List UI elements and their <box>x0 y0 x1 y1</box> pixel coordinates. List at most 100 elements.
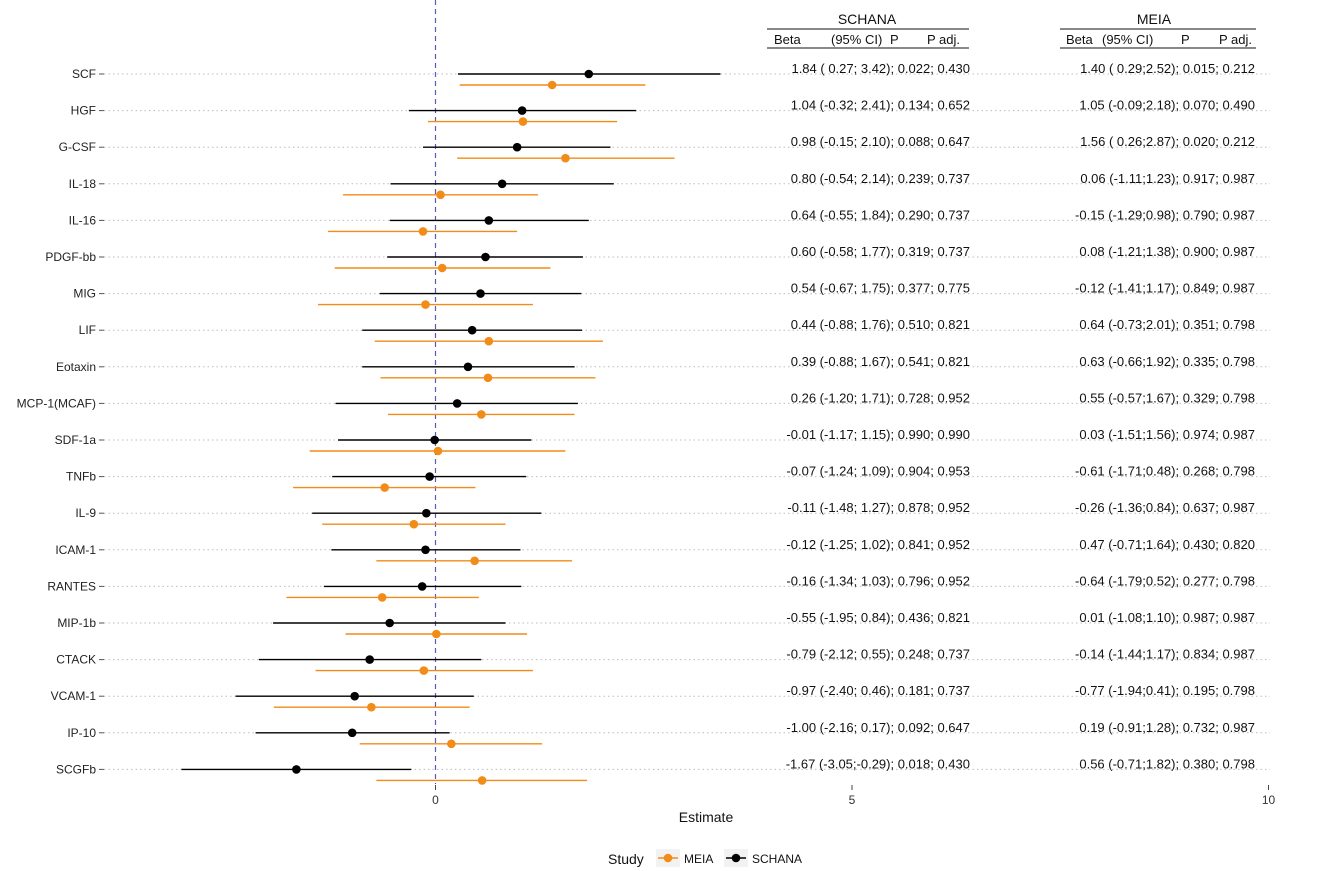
meia-stats-sdf-1a: 0.03 (-1.51;1.56); 0.974; 0.987 <box>1079 427 1255 442</box>
meia-stats-mcp-1-mcaf: 0.55 (-0.57;1.67); 0.329; 0.798 <box>1079 390 1255 405</box>
x-axis: 0 5 10 Estimate <box>432 785 1275 825</box>
table-header-meia-beta: Beta <box>1066 32 1094 47</box>
schana-stats-tnfb: -0.07 (-1.24; 1.09); 0.904; 0.953 <box>786 464 970 479</box>
marks-group <box>181 69 721 785</box>
schana-stats-ip-10: -1.00 (-2.16; 0.17); 0.092; 0.647 <box>786 720 970 735</box>
legend-label-meia: MEIA <box>684 852 713 866</box>
schana-point-g-csf <box>512 142 522 152</box>
schana-point-lif <box>467 325 477 335</box>
schana-point-ctack <box>365 655 374 664</box>
schana-point-hgf <box>517 106 527 115</box>
row-label-mig: MIG <box>73 287 96 301</box>
legend-label-schana: SCHANA <box>752 852 802 866</box>
meia-point-mcp-1-mcaf <box>477 410 486 419</box>
schana-stats-mip-1b: -0.55 (-1.95; 0.84); 0.436; 0.821 <box>786 610 970 625</box>
row-label-sdf-1a: SDF-1a <box>55 433 97 447</box>
row-label-rantes: RANTES <box>47 579 96 593</box>
schana-point-il-18 <box>497 179 507 189</box>
meia-stats-il-16: -0.15 (-1.29;0.98); 0.790; 0.987 <box>1075 207 1255 222</box>
table-header-schana-p-adj: P adj. <box>927 32 960 47</box>
row-label-il-18: IL-18 <box>69 177 97 191</box>
row-label-eotaxin: Eotaxin <box>56 360 96 374</box>
meia-point-ip-10 <box>447 739 456 749</box>
legend: Study MEIA SCHANA <box>608 849 802 867</box>
schana-stats-icam-1: -0.12 (-1.25; 1.02); 0.841; 0.952 <box>786 537 970 552</box>
meia-point-lif <box>484 336 494 346</box>
x-tick-label-0: 0 <box>432 793 439 807</box>
schana-stats-lif: 0.44 (-0.88; 1.76); 0.510; 0.821 <box>791 317 970 332</box>
schana-point-vcam-1 <box>350 691 359 701</box>
schana-stats-sdf-1a: -0.01 (-1.17; 1.15); 0.990; 0.990 <box>786 427 970 442</box>
schana-stats-scgfb: -1.67 (-3.05;-0.29); 0.018; 0.430 <box>786 756 970 771</box>
table-header-meia-p-adj: P adj. <box>1219 32 1252 47</box>
row-label-scgfb: SCGFb <box>56 762 96 776</box>
legend-title: Study <box>608 851 644 867</box>
schana-point-scgfb <box>292 765 301 774</box>
row-label-vcam-1: VCAM-1 <box>51 689 97 703</box>
meia-stats-mip-1b: 0.01 (-1.08;1.10); 0.987; 0.987 <box>1079 610 1255 625</box>
row-label-scf: SCF <box>72 67 96 81</box>
schana-point-mip-1b <box>385 618 394 628</box>
table-title-meia: MEIA <box>1137 11 1172 27</box>
schana-point-mcp-1-mcaf <box>452 399 462 408</box>
meia-point-scf <box>547 80 557 90</box>
row-label-icam-1: ICAM-1 <box>55 543 96 557</box>
schana-point-sdf-1a <box>430 435 439 445</box>
row-label-il-16: IL-16 <box>69 213 97 227</box>
legend-point-meia <box>663 853 673 863</box>
meia-stats-lif: 0.64 (-0.73;2.01); 0.351; 0.798 <box>1079 317 1255 332</box>
meia-point-il-16 <box>418 227 428 236</box>
meia-point-il-9 <box>409 519 419 529</box>
row-label-g-csf: G-CSF <box>59 140 96 154</box>
table-header-meia-p: P <box>1181 32 1190 47</box>
row-label-mcp-1-mcaf: MCP-1(MCAF) <box>17 396 96 410</box>
legend-point-schana <box>731 853 741 863</box>
schana-stats-hgf: 1.04 (-0.32; 2.41); 0.134; 0.652 <box>791 98 970 113</box>
meia-stats-il-18: 0.06 (-1.11;1.23); 0.917; 0.987 <box>1080 171 1255 186</box>
meia-stats-pdgf-bb: 0.08 (-1.21;1.38); 0.900; 0.987 <box>1079 244 1255 259</box>
schana-point-scf <box>584 69 594 79</box>
meia-point-scgfb <box>477 776 487 785</box>
table-title-schana: SCHANA <box>838 11 897 27</box>
meia-point-rantes <box>377 593 387 602</box>
meia-point-sdf-1a <box>433 446 443 456</box>
meia-stats-il-9: -0.26 (-1.36;0.84); 0.637; 0.987 <box>1075 500 1255 515</box>
meia-point-mig <box>421 300 430 309</box>
row-label-hgf: HGF <box>71 104 96 118</box>
schana-stats-vcam-1: -0.97 (-2.40; 0.46); 0.181; 0.737 <box>786 683 970 698</box>
row-labels: SCF HGF G-CSF IL-18 IL-16 PDGF-bb MIG LIF Eotaxi… <box>17 67 104 776</box>
schana-point-rantes <box>417 582 427 591</box>
schana-point-ip-10 <box>347 728 357 738</box>
schana-point-pdgf-bb <box>481 252 490 262</box>
row-label-pdgf-bb: PDGF-bb <box>45 250 96 264</box>
schana-stats-ctack: -0.79 (-2.12; 0.55); 0.248; 0.737 <box>786 647 970 662</box>
schana-point-il-9 <box>422 508 431 518</box>
schana-point-tnfb <box>425 472 434 481</box>
meia-point-vcam-1 <box>367 702 376 712</box>
meia-point-g-csf <box>561 153 570 163</box>
meia-stats-scf: 1.40 ( 0.29;2.52); 0.015; 0.212 <box>1080 61 1255 76</box>
row-label-ip-10: IP-10 <box>67 726 96 740</box>
row-label-ctack: CTACK <box>56 653 96 667</box>
x-tick-label-5: 5 <box>849 793 856 807</box>
stat-tables: 1.84 ( 0.27; 3.42); 0.022; 0.430 1.40 ( 0… <box>767 11 1256 771</box>
schana-stats-eotaxin: 0.39 (-0.88; 1.67); 0.541; 0.821 <box>791 354 970 369</box>
schana-stats-il-16: 0.64 (-0.55; 1.84); 0.290; 0.737 <box>791 207 970 222</box>
row-label-tnfb: TNFb <box>66 470 96 484</box>
meia-point-pdgf-bb <box>437 263 447 273</box>
meia-point-il-18 <box>436 190 445 200</box>
schana-stats-scf: 1.84 ( 0.27; 3.42); 0.022; 0.430 <box>791 61 970 76</box>
table-header-schana-95-ci: (95% CI) <box>831 32 882 47</box>
schana-stats-pdgf-bb: 0.60 (-0.58; 1.77); 0.319; 0.737 <box>791 244 970 259</box>
schana-stats-il-9: -0.11 (-1.48; 1.27); 0.878; 0.952 <box>787 500 970 515</box>
meia-point-tnfb <box>380 483 389 492</box>
table-header-schana-p: P <box>890 32 899 47</box>
meia-point-hgf <box>518 117 528 126</box>
schana-point-il-16 <box>484 216 494 225</box>
meia-stats-hgf: 1.05 (-0.09;2.18); 0.070; 0.490 <box>1079 98 1255 113</box>
meia-stats-mig: -0.12 (-1.41;1.17); 0.849; 0.987 <box>1075 281 1255 296</box>
x-tick-label-10: 10 <box>1262 793 1276 807</box>
meia-point-eotaxin <box>483 373 493 383</box>
meia-point-mip-1b <box>432 629 441 639</box>
row-label-mip-1b: MIP-1b <box>57 616 96 630</box>
